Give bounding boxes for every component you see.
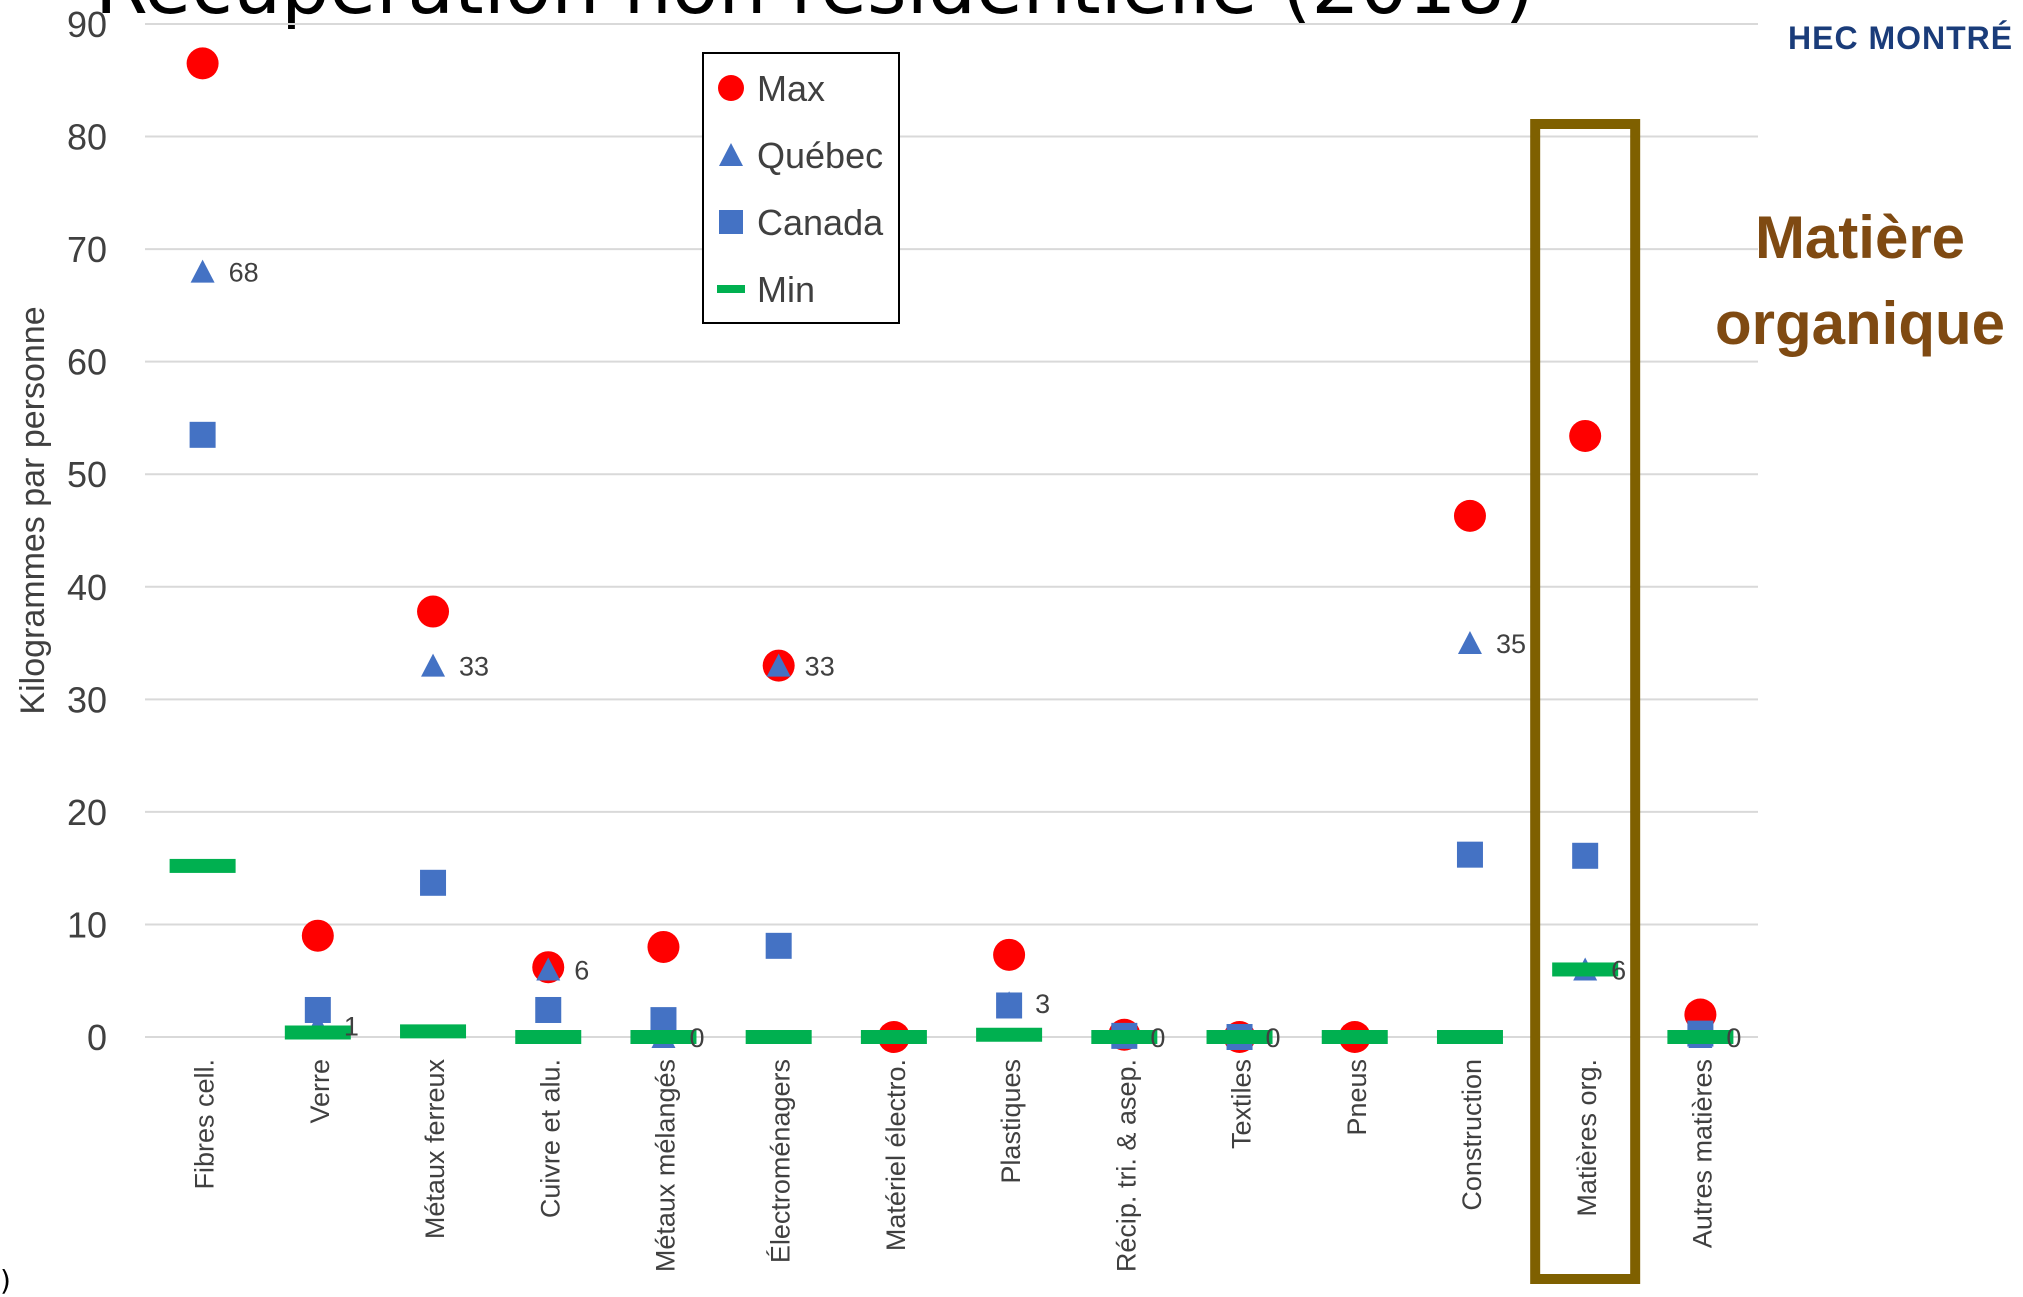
- quebec-point: [766, 653, 791, 677]
- max-point: [301, 919, 334, 952]
- legend-marker-min: [717, 285, 745, 293]
- min-point: [630, 1030, 697, 1044]
- x-tick-label: Fibres cell.: [190, 1059, 220, 1190]
- legend-label: Québec: [757, 135, 883, 176]
- legend-marker-quebec: [719, 143, 743, 166]
- min-point: [169, 858, 236, 873]
- max-point: [993, 938, 1026, 971]
- callout-line-1: Matière: [1754, 204, 1966, 271]
- data-label: 33: [805, 652, 835, 682]
- min-point: [1321, 1030, 1388, 1044]
- canada-point: [535, 996, 562, 1023]
- canada-point: [1456, 841, 1483, 868]
- data-label: 6: [1611, 955, 1626, 985]
- y-tick-label: 70: [67, 229, 107, 270]
- canada-point: [996, 992, 1023, 1019]
- legend-marker-canada: [719, 210, 743, 234]
- min-point: [284, 1025, 351, 1040]
- quebec-point: [1457, 631, 1482, 655]
- x-tick-label: Verre: [305, 1059, 335, 1124]
- canada-point: [304, 996, 331, 1023]
- y-axis-title: Kilogrammes par personne: [14, 306, 52, 714]
- x-tick-label: Construction: [1457, 1059, 1487, 1211]
- data-label: 3: [1035, 989, 1050, 1019]
- x-tick-label: Pneus: [1342, 1059, 1372, 1136]
- slide-title: Récupération non résidentielle (2018): [95, 0, 1534, 31]
- quebec-point: [536, 957, 561, 981]
- max-point: [417, 595, 450, 628]
- x-tick-label: Textiles: [1227, 1059, 1257, 1149]
- min-point: [860, 1030, 927, 1044]
- canada-point: [1572, 842, 1599, 869]
- data-label: 0: [1266, 1023, 1281, 1053]
- x-tick-label: Matières org.: [1572, 1059, 1602, 1217]
- y-tick-label: 80: [67, 117, 107, 158]
- y-tick-label: 90: [67, 4, 107, 45]
- y-tick-label: 30: [67, 679, 107, 720]
- legend-label: Min: [757, 269, 815, 310]
- min-point: [745, 1030, 812, 1044]
- min-point: [1091, 1030, 1158, 1044]
- callout-line-2: organique: [1714, 290, 2005, 357]
- min-point: [976, 1027, 1043, 1042]
- min-point: [1552, 962, 1619, 977]
- x-tick-label: Autres matières: [1687, 1059, 1717, 1248]
- x-tick-label: Métaux ferreux: [420, 1059, 450, 1240]
- canada-point: [650, 1007, 677, 1034]
- min-point: [515, 1030, 582, 1044]
- x-tick-label: Électroménagers: [766, 1059, 796, 1263]
- x-tick-label: Métaux mélangés: [650, 1059, 680, 1272]
- data-label: 35: [1496, 629, 1526, 659]
- x-tick-label: Plastiques: [996, 1059, 1026, 1184]
- legend-label: Canada: [757, 202, 884, 243]
- highlight-box: [1530, 119, 1641, 1284]
- min-point: [1206, 1030, 1273, 1044]
- data-label: 0: [1150, 1023, 1165, 1053]
- min-point: [400, 1024, 467, 1039]
- max-point: [647, 930, 680, 963]
- min-point: [1436, 1030, 1503, 1044]
- max-point: [1569, 419, 1602, 452]
- data-label: 33: [459, 652, 489, 682]
- data-label: 6: [574, 955, 589, 985]
- canada-point: [420, 869, 447, 896]
- canada-point: [765, 932, 792, 959]
- hec-logo: HEC MONTRÉ: [1788, 20, 2014, 56]
- data-label: 1: [344, 1012, 359, 1042]
- data-label: 0: [1726, 1023, 1741, 1053]
- y-tick-label: 50: [67, 454, 107, 495]
- y-tick-label: 20: [67, 792, 107, 833]
- organic-matter-callout: Matière organique: [1700, 195, 2020, 367]
- canada-point: [189, 421, 216, 448]
- y-tick-label: 10: [67, 904, 107, 945]
- x-tick-label: Récip. tri. & asep.: [1111, 1059, 1141, 1272]
- quebec-point: [421, 653, 446, 677]
- quebec-point: [190, 259, 215, 283]
- legend-label: Max: [757, 68, 825, 109]
- max-point: [186, 47, 219, 80]
- data-label: 0: [689, 1023, 704, 1053]
- y-tick-label: 0: [87, 1017, 107, 1058]
- x-tick-label: Cuivre et alu.: [535, 1059, 565, 1218]
- legend-marker-max: [718, 75, 744, 101]
- max-point: [1453, 499, 1486, 532]
- stray-paren: ): [0, 1264, 11, 1297]
- data-label: 68: [229, 258, 259, 288]
- y-tick-label: 40: [67, 567, 107, 608]
- min-point: [1667, 1030, 1734, 1044]
- y-tick-label: 60: [67, 342, 107, 383]
- x-tick-label: Matériel électro.: [881, 1059, 911, 1251]
